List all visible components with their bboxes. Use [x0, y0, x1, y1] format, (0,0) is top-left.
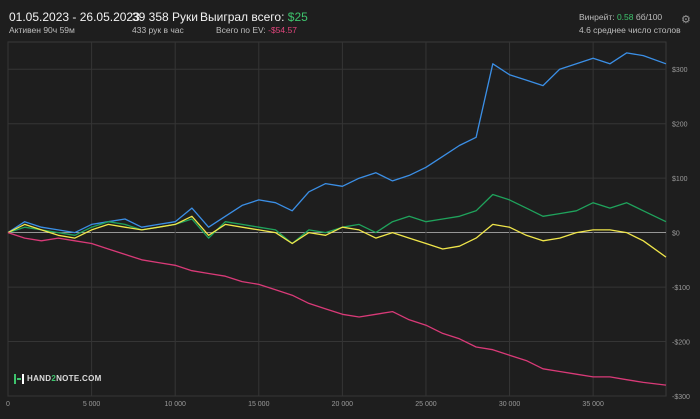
- active-time: Активен 90ч 59м: [9, 25, 75, 35]
- y-tick-label: -$300: [672, 394, 690, 401]
- y-tick-label: $0: [672, 231, 680, 238]
- ev-value: -$54.57: [268, 25, 297, 35]
- brand-logo: HAND2NOTE.COM: [14, 374, 102, 384]
- x-tick-label: 0: [6, 401, 10, 408]
- x-tick-label: 10 000: [164, 401, 186, 408]
- y-tick-label: $100: [672, 176, 688, 183]
- won-value: $25: [287, 10, 308, 24]
- chart-area: $300 $200 $100 $0 -$100 -$200 -$300 0 5 000 10 00…: [0, 40, 700, 414]
- x-tick-label: 20 000: [332, 401, 354, 408]
- ev-label: Всего по EV:: [216, 25, 266, 35]
- stats-header: 01.05.2023 - 26.05.2023 Активен 90ч 59м …: [0, 0, 700, 40]
- won-total: Выиграл всего: $25: [200, 10, 308, 24]
- ev-total: Всего по EV: -$54.57: [216, 25, 297, 35]
- hand2note-logo-icon: [14, 374, 24, 384]
- winrate-label: Винрейт:: [579, 12, 615, 22]
- winrate: Винрейт: 0.58 бб/100: [579, 12, 662, 22]
- x-tick-label: 35 000: [582, 401, 604, 408]
- x-tick-label: 15 000: [248, 401, 270, 408]
- winnings-graph: $300 $200 $100 $0 -$100 -$200 -$300 0 5 000 10 00…: [6, 41, 690, 408]
- y-tick-label: $300: [672, 67, 688, 74]
- hands-per-hour: 433 рук в час: [132, 25, 184, 35]
- x-tick-label: 25 000: [415, 401, 437, 408]
- series-line-1: [7, 52, 667, 234]
- y-tick-label: $200: [672, 122, 688, 129]
- plot-frame: [7, 41, 667, 397]
- date-range: 01.05.2023 - 26.05.2023: [9, 10, 140, 24]
- winrate-unit: бб/100: [635, 12, 663, 22]
- series-line-2: [7, 193, 667, 245]
- x-tick-label: 5 000: [83, 401, 101, 408]
- won-label: Выиграл всего:: [200, 10, 285, 24]
- y-tick-label: -$100: [672, 285, 690, 292]
- series-line-3: [7, 215, 667, 258]
- series-line-4: [7, 231, 667, 386]
- avg-tables: 4.6 среднее число столов: [579, 25, 681, 35]
- y-tick-label: -$200: [672, 340, 690, 347]
- gear-icon[interactable]: ⚙: [681, 14, 691, 26]
- x-tick-label: 30 000: [499, 401, 521, 408]
- winrate-value: 0.58: [616, 12, 634, 22]
- hands-count: 39 358 Руки: [132, 10, 198, 24]
